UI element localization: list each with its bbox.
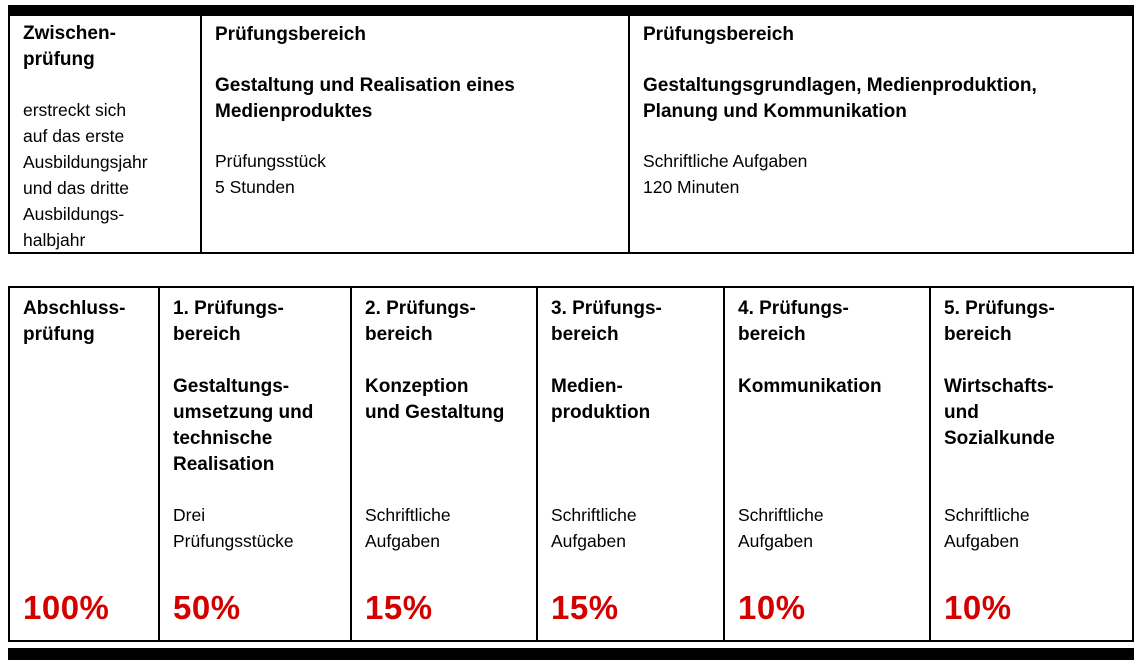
exam-area-5-subject: Wirtschafts- und Sozialkunde [944, 376, 1055, 449]
exam-area-1-cell: 1. Prüfungs- bereich Gestaltungs- umsetz… [158, 288, 350, 640]
abschlusspruefung-percent: 100% [23, 589, 110, 626]
pruefungsbereich-1-heading: Prüfungsbereich [215, 24, 366, 45]
exam-area-1-title: 1. Prüfungs- bereich [173, 298, 284, 345]
exam-area-5-title: 5. Prüfungs- bereich [944, 298, 1055, 345]
abschlusspruefung-cell: Abschluss- prüfung 100% [10, 288, 158, 640]
exam-area-4-details: Schriftliche Aufgaben [738, 505, 824, 551]
exam-area-3-percent: 15% [551, 589, 619, 626]
zwischenpruefung-description: erstreckt sich auf das erste Ausbildungs… [23, 100, 148, 250]
pruefungsbereich-2-cell: Prüfungsbereich Gestaltungsgrundlagen, M… [628, 16, 1132, 252]
pruefungsbereich-1-subject: Gestaltung und Realisation eines Medienp… [215, 75, 515, 122]
exam-area-3-details: Schriftliche Aufgaben [551, 505, 637, 551]
exam-area-5-percent: 10% [944, 589, 1012, 626]
exam-area-2-details: Schriftliche Aufgaben [365, 505, 451, 551]
exam-area-2-subject: Konzeption und Gestaltung [365, 376, 505, 423]
exam-area-1-percent: 50% [173, 589, 241, 626]
exam-area-4-subject: Kommunikation [738, 376, 882, 397]
exam-area-2-percent: 15% [365, 589, 433, 626]
pruefungsbereich-1-cell: Prüfungsbereich Gestaltung und Realisati… [200, 16, 628, 252]
exam-area-3-title: 3. Prüfungs- bereich [551, 298, 662, 345]
zwischenpruefung-title: Zwischen- prüfung [23, 23, 116, 70]
exam-area-4-percent: 10% [738, 589, 806, 626]
zwischenpruefung-cell: Zwischen- prüfung erstreckt sich auf das… [10, 16, 200, 252]
exam-area-1-subject: Gestaltungs- umsetzung und technische Re… [173, 376, 314, 475]
pruefungsbereich-2-details: Schriftliche Aufgaben 120 Minuten [643, 151, 808, 197]
pruefungsbereich-1-details: Prüfungsstück 5 Stunden [215, 151, 326, 197]
exam-area-1-details: Drei Prüfungsstücke [173, 505, 294, 551]
top-black-bar [8, 5, 1134, 14]
exam-area-2-title: 2. Prüfungs- bereich [365, 298, 476, 345]
exam-area-3-subject: Medien- produktion [551, 376, 651, 423]
exam-area-2-cell: 2. Prüfungs- bereich Konzeption und Gest… [350, 288, 536, 640]
abschlusspruefung-title: Abschluss- prüfung [23, 298, 126, 345]
pruefungsbereich-2-heading: Prüfungsbereich [643, 24, 794, 45]
exam-area-3-cell: 3. Prüfungs- bereich Medien- produktion … [536, 288, 723, 640]
exam-area-4-title: 4. Prüfungs- bereich [738, 298, 849, 345]
exam-area-5-cell: 5. Prüfungs- bereich Wirtschafts- und So… [929, 288, 1132, 640]
zwischenpruefung-table: Zwischen- prüfung erstreckt sich auf das… [8, 14, 1134, 254]
exam-area-4-cell: 4. Prüfungs- bereich Kommunikation Schri… [723, 288, 929, 640]
bottom-black-bar [8, 648, 1134, 660]
abschlusspruefung-table: Abschluss- prüfung 100% 1. Prüfungs- ber… [8, 286, 1134, 642]
exam-area-5-details: Schriftliche Aufgaben [944, 505, 1030, 551]
pruefungsbereich-2-subject: Gestaltungsgrundlagen, Medienproduktion,… [643, 75, 1037, 122]
